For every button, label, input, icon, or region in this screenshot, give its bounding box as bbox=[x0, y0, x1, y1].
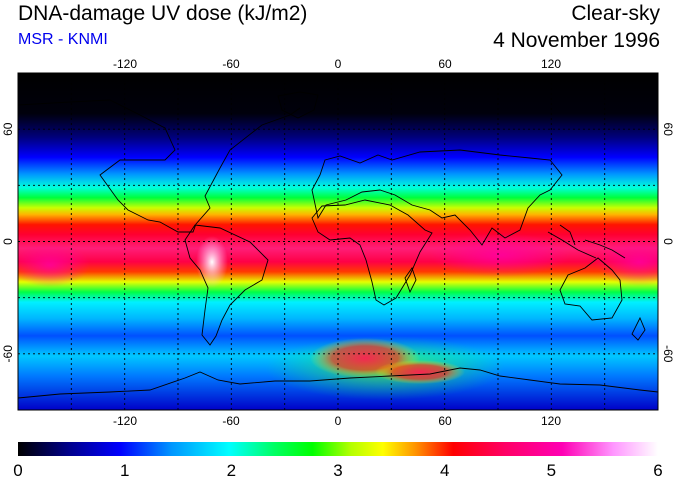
coast-australia bbox=[559, 257, 623, 321]
lon-label-bottom: 120 bbox=[541, 414, 561, 428]
uv-hotspots bbox=[18, 233, 658, 400]
gridlines bbox=[18, 73, 658, 410]
colorbar-label: 0 bbox=[13, 461, 22, 480]
colorbar-label: 5 bbox=[547, 461, 556, 480]
hotspot-pacific-east bbox=[595, 238, 658, 286]
lon-label-bottom: -120 bbox=[113, 414, 137, 428]
coast-greenland bbox=[277, 91, 319, 119]
colorbar-label: 4 bbox=[440, 461, 449, 480]
sky-condition: Clear-sky bbox=[571, 2, 660, 25]
lon-tick-labels-bottom: -120 -60 0 60 120 bbox=[113, 414, 561, 428]
coast-europe-asia bbox=[311, 149, 563, 246]
lat-tick-labels-left: 60 0 -60 bbox=[1, 122, 15, 362]
lon-label-bottom: -60 bbox=[222, 414, 240, 428]
coast-new-zealand bbox=[631, 316, 646, 341]
colorbar-label: 1 bbox=[120, 461, 129, 480]
lon-label-top: 60 bbox=[438, 57, 452, 71]
colorbar-label: 3 bbox=[333, 461, 342, 480]
uv-dose-map: -120 -60 0 60 120 -120 -60 0 60 120 60 0… bbox=[1, 57, 675, 428]
lat-tick-labels-right: 60 0 -60 bbox=[661, 123, 675, 363]
lon-tick-labels-top: -120 -60 0 60 120 bbox=[113, 57, 561, 71]
colorbar-labels: 0 1 2 3 4 5 6 bbox=[13, 461, 662, 480]
lat-label-right: 60 bbox=[661, 123, 675, 137]
lat-label-left: -60 bbox=[1, 345, 15, 363]
colorbar: 0 1 2 3 4 5 6 bbox=[13, 442, 663, 480]
lat-label-left: 0 bbox=[1, 238, 15, 245]
lat-label-right: 0 bbox=[661, 238, 675, 245]
lon-label-top: -120 bbox=[113, 57, 137, 71]
lon-label-top: -60 bbox=[222, 57, 240, 71]
lon-label-bottom: 0 bbox=[335, 414, 342, 428]
source-label: MSR - KNMI bbox=[18, 31, 108, 48]
coast-africa bbox=[311, 199, 433, 306]
coastlines bbox=[18, 91, 658, 399]
hotspot-andes bbox=[196, 236, 228, 288]
lon-label-top: 0 bbox=[335, 57, 342, 71]
map-date: 4 November 1996 bbox=[493, 29, 660, 52]
coast-madagascar bbox=[404, 267, 417, 294]
coast-south-america bbox=[184, 224, 269, 346]
hotspot-pacific-west bbox=[18, 243, 90, 287]
lon-label-bottom: 60 bbox=[438, 414, 452, 428]
hotspot-indian-ocean bbox=[430, 233, 570, 277]
lat-label-left: 60 bbox=[1, 122, 15, 136]
colorbar-gradient bbox=[18, 442, 658, 456]
colorbar-label: 2 bbox=[227, 461, 236, 480]
map-title: DNA-damage UV dose (kJ/m2) bbox=[18, 2, 308, 25]
lon-label-top: 120 bbox=[541, 57, 561, 71]
lat-label-right: -60 bbox=[661, 345, 675, 363]
coast-north-america bbox=[18, 99, 301, 233]
coast-indonesia bbox=[547, 224, 626, 259]
map-frame bbox=[17, 72, 659, 411]
colorbar-label: 6 bbox=[653, 461, 662, 480]
coast-antarctica bbox=[18, 367, 658, 399]
hotspot-southern-ocean-2 bbox=[375, 360, 465, 384]
